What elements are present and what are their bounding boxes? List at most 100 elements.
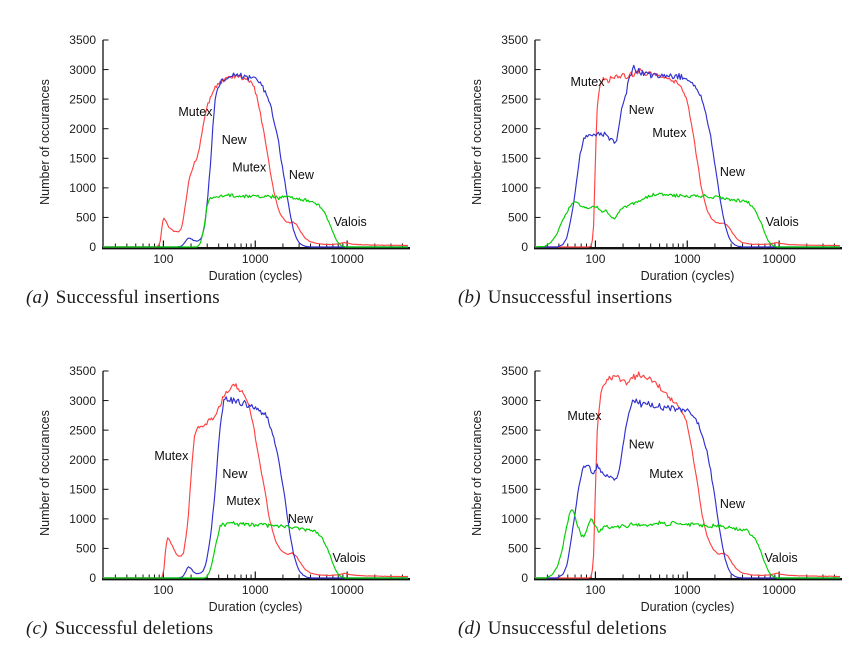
- chart-c-canvas: 0 500 1000 1500 2000 2500 3000 3500 100 1000 10000…: [38, 364, 410, 614]
- panel-a: 0 500 1000 1500 2000 2500 3000 3500 100 1000 10000…: [0, 0, 433, 331]
- y-axis-title: Number of occurances: [38, 79, 52, 205]
- annotation-mutex: Mutex: [232, 161, 267, 175]
- caption-b: (b) Unsuccessful insertions: [458, 287, 672, 309]
- y-tick-label: 3500: [501, 33, 528, 47]
- y-axis-title: Number of occurances: [38, 410, 52, 536]
- series-valois-line: [103, 521, 408, 579]
- panel-c: 0 500 1000 1500 2000 2500 3000 3500 100 1000 10000…: [0, 331, 433, 662]
- caption-d: (d) Unsuccessful deletions: [458, 618, 667, 640]
- x-axis-title: Duration (cycles): [209, 269, 303, 283]
- annotation-new: New: [720, 165, 746, 179]
- annotation-mutex: Mutex: [226, 494, 261, 508]
- caption-a-text: Successful insertions: [55, 287, 220, 308]
- y-tick-label: 0: [521, 240, 528, 254]
- annotation-mutex: Mutex: [570, 75, 605, 89]
- caption-b-text: Unsuccessful insertions: [487, 287, 673, 308]
- caption-a: (a) Successful insertions: [26, 287, 220, 309]
- x-axis-title: Duration (cycles): [641, 600, 735, 614]
- y-tick-label: 2500: [69, 423, 96, 437]
- y-tick-label: 1500: [69, 151, 96, 165]
- series-valois-line: [535, 509, 840, 579]
- x-tick-label: 10000: [762, 583, 796, 597]
- y-tick-label: 2000: [501, 122, 528, 136]
- x-tick-label: 10000: [330, 583, 364, 597]
- annotation-valois: Valois: [765, 551, 798, 565]
- y-tick-label: 2000: [69, 122, 96, 136]
- y-tick-label: 0: [89, 240, 96, 254]
- annotation-valois: Valois: [333, 551, 366, 565]
- panel-d: 0 500 1000 1500 2000 2500 3000 3500 100 1000 10000…: [432, 331, 865, 662]
- caption-c-text: Successful deletions: [54, 618, 214, 639]
- x-tick-label: 1000: [674, 252, 701, 266]
- caption-d-tag: (d): [458, 618, 481, 639]
- y-tick-label: 0: [521, 571, 528, 585]
- chart-d-canvas: 0 500 1000 1500 2000 2500 3000 3500 100 1000 10000…: [470, 364, 842, 614]
- y-tick-label: 500: [508, 211, 528, 225]
- chart-b-canvas: 0 500 1000 1500 2000 2500 3000 3500 100 1000 10000…: [470, 33, 842, 283]
- y-tick-label: 3500: [69, 33, 96, 47]
- axes: 0 500 1000 1500 2000 2500 3000 3500 100 1000 10000…: [470, 364, 842, 614]
- y-tick-label: 2500: [501, 92, 528, 106]
- annotation-valois: Valois: [766, 215, 799, 229]
- annotation-mutex: Mutex: [649, 467, 684, 481]
- caption-a-tag: (a): [26, 287, 49, 308]
- x-tick-label: 10000: [330, 252, 364, 266]
- y-axis-title: Number of occurances: [470, 79, 484, 205]
- annotation-new: New: [222, 467, 248, 481]
- annotation-mutex: Mutex: [154, 449, 189, 463]
- caption-c-tag: (c): [26, 618, 48, 639]
- y-tick-label: 0: [89, 571, 96, 585]
- axes: 0 500 1000 1500 2000 2500 3000 3500 100 1000 10000…: [470, 33, 842, 283]
- y-tick-label: 3500: [501, 364, 528, 378]
- annotation-mutex: Mutex: [652, 126, 687, 140]
- series-mutex-line: [535, 371, 841, 579]
- y-tick-label: 1000: [69, 181, 96, 195]
- series-valois-line: [103, 193, 408, 248]
- annotation-new: New: [629, 437, 655, 451]
- y-tick-label: 2000: [501, 453, 528, 467]
- y-tick-label: 1500: [501, 151, 528, 165]
- y-tick-label: 500: [508, 542, 528, 556]
- series-mutex-line: [103, 383, 409, 579]
- y-axis-title: Number of occurances: [470, 410, 484, 536]
- annotation-new: New: [629, 103, 655, 117]
- annotation-mutex: Mutex: [178, 105, 213, 119]
- y-tick-label: 3000: [69, 63, 96, 77]
- y-tick-label: 3000: [69, 394, 96, 408]
- y-tick-label: 1000: [69, 512, 96, 526]
- y-tick-label: 500: [76, 211, 96, 225]
- y-tick-label: 500: [76, 542, 96, 556]
- series-mutex-line: [535, 67, 841, 248]
- annotation-new: New: [289, 168, 315, 182]
- y-tick-label: 2500: [501, 423, 528, 437]
- annotation-mutex: Mutex: [567, 409, 602, 423]
- panel-b: 0 500 1000 1500 2000 2500 3000 3500 100 1000 10000…: [432, 0, 865, 331]
- x-tick-label: 10000: [762, 252, 796, 266]
- x-tick-label: 1000: [242, 252, 269, 266]
- x-tick-label: 1000: [242, 583, 269, 597]
- y-tick-label: 2500: [69, 92, 96, 106]
- annotation-new: New: [222, 133, 248, 147]
- y-tick-label: 1000: [501, 181, 528, 195]
- y-tick-label: 1500: [501, 482, 528, 496]
- axes: 0 500 1000 1500 2000 2500 3000 3500 100 1000 10000…: [38, 33, 410, 283]
- y-tick-label: 1500: [69, 482, 96, 496]
- annotation-new: New: [720, 497, 746, 511]
- caption-c: (c) Successful deletions: [26, 618, 213, 640]
- y-tick-label: 3000: [501, 394, 528, 408]
- y-tick-label: 3000: [501, 63, 528, 77]
- x-tick-label: 100: [585, 583, 605, 597]
- caption-b-tag: (b): [458, 287, 481, 308]
- annotation-new: New: [288, 512, 314, 526]
- y-tick-label: 3500: [69, 364, 96, 378]
- x-tick-label: 100: [153, 583, 173, 597]
- annotation-valois: Valois: [334, 215, 367, 229]
- x-axis-title: Duration (cycles): [641, 269, 735, 283]
- y-tick-label: 2000: [69, 453, 96, 467]
- x-tick-label: 100: [585, 252, 605, 266]
- y-tick-label: 1000: [501, 512, 528, 526]
- caption-d-text: Unsuccessful deletions: [487, 618, 667, 639]
- x-axis-title: Duration (cycles): [209, 600, 303, 614]
- x-tick-label: 100: [153, 252, 173, 266]
